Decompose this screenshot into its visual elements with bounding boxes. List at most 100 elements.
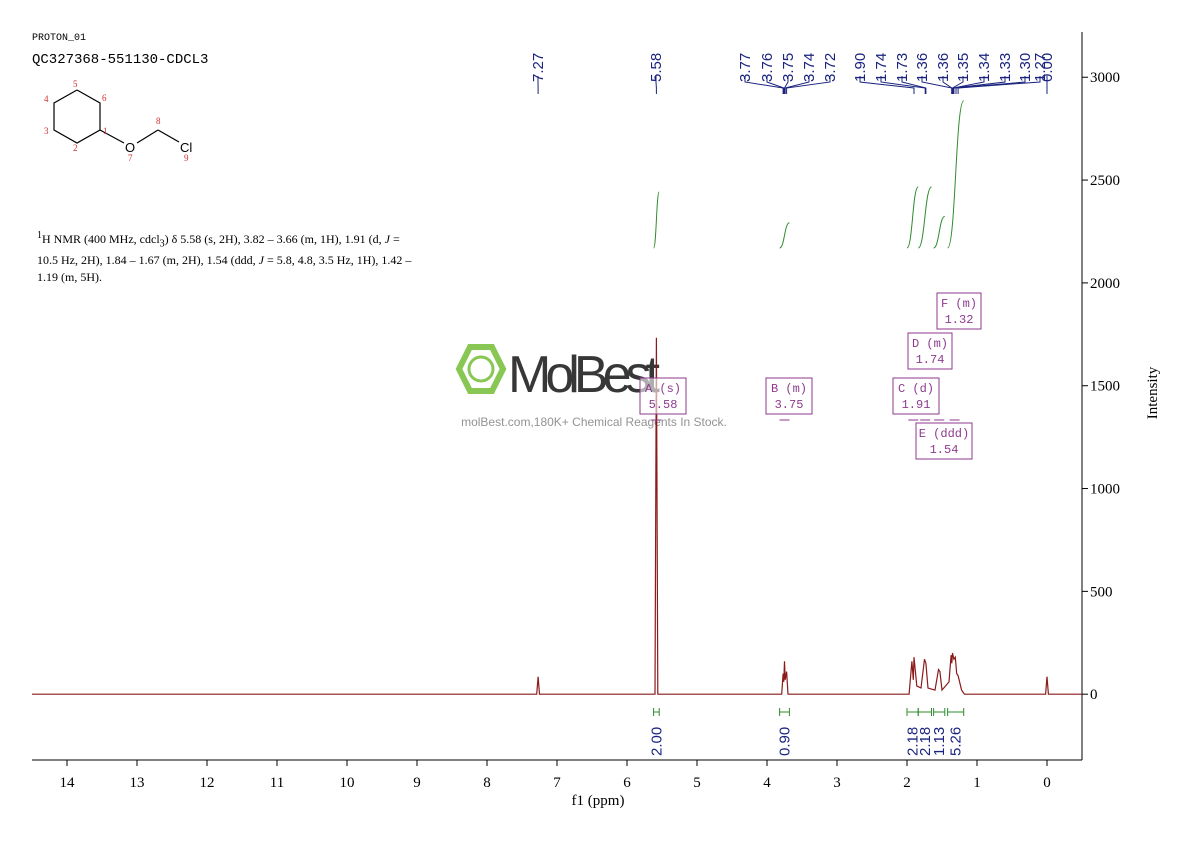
peak-label: 1.73 — [894, 53, 911, 82]
multiplet-label: F (m) — [941, 297, 977, 311]
y-tick-label: 0 — [1090, 687, 1098, 703]
integral-bracket — [779, 708, 790, 716]
peak-label: 1.74 — [873, 53, 890, 82]
peak-connector — [953, 76, 1006, 94]
y-axis-label: Intensity — [1145, 366, 1161, 419]
peak-connector — [766, 76, 785, 94]
peak-connector — [942, 76, 953, 94]
x-tick-label: 7 — [553, 775, 561, 791]
atom-label: O — [125, 140, 135, 155]
text: 1 — [37, 230, 42, 241]
multiplet-shift: 1.32 — [945, 313, 974, 327]
bond — [136, 129, 159, 144]
multiplet-label: B (m) — [771, 382, 807, 396]
peak-label: 3.72 — [822, 53, 839, 82]
y-tick-label: 3000 — [1090, 70, 1120, 86]
x-tick-label: 3 — [833, 775, 841, 791]
x-tick-label: 11 — [270, 775, 284, 791]
multiplet-box — [915, 422, 973, 460]
atom-number: 5 — [73, 79, 78, 89]
peak-connector — [784, 76, 810, 94]
peak-connector — [952, 76, 964, 94]
multiplet-shift: 1.74 — [916, 353, 945, 367]
atom-label: Cl — [180, 140, 192, 155]
text: ) δ 5.58 (s, 2H), 3.82 – 3.66 (m, 1H), 1… — [164, 232, 385, 246]
text: J — [384, 232, 390, 246]
integral-label: 0.90 — [777, 727, 794, 756]
y-tick-label: 2000 — [1090, 276, 1120, 292]
x-tick-label: 5 — [693, 775, 701, 791]
multiplet-box — [639, 377, 687, 415]
peak-connector — [784, 76, 789, 94]
atom-numbers: 1 2 3 4 5 6 7 8 9 — [44, 79, 189, 163]
integral-label: 1.13 — [931, 727, 948, 756]
integral-curve — [653, 191, 660, 249]
text: H NMR (400 MHz, cdcl — [42, 232, 160, 246]
integral-label: 5.26 — [948, 727, 965, 756]
atom-number: 4 — [44, 94, 49, 104]
text: J — [258, 253, 264, 268]
atom-number: 8 — [156, 116, 161, 126]
peak-label: 1.33 — [997, 53, 1014, 82]
peak-label: 3.74 — [801, 53, 818, 82]
atom-number: 9 — [184, 153, 189, 163]
atom-number: 6 — [102, 93, 107, 103]
peak-connector — [744, 76, 784, 94]
logo — [467, 355, 495, 383]
peak-connector — [786, 76, 831, 94]
peak-label: 1.36 — [935, 53, 952, 82]
peak-label: 7.27 — [530, 53, 547, 82]
peak-connector — [952, 76, 985, 94]
x-tick-label: 6 — [623, 775, 631, 791]
multiplet-label: D (m) — [912, 337, 948, 351]
integral-curve — [779, 222, 790, 249]
x-tick-label: 9 — [413, 775, 421, 791]
integral-curve — [917, 186, 932, 249]
integral-bracket — [933, 708, 946, 716]
peak-label: 1.90 — [852, 53, 869, 82]
multiplet-shift: 1.91 — [902, 398, 931, 412]
bond — [99, 129, 125, 144]
text: = 5.8, 4.8, 3.5 Hz, 1H), 1.42 – 1.19 (m,… — [37, 253, 412, 285]
peak-connector — [859, 76, 915, 94]
integral-bracket — [917, 708, 932, 716]
peak-label: 3.77 — [737, 53, 754, 82]
multiplet-shift: 3.75 — [775, 398, 804, 412]
peak-label: 5.58 — [648, 53, 665, 82]
peak-label: 1.30 — [1017, 53, 1034, 82]
x-tick-label: 8 — [483, 775, 491, 791]
peak-label: 1.34 — [976, 53, 993, 82]
peak-label: 3.75 — [780, 53, 797, 82]
brand: MolBest — [508, 346, 661, 404]
atom-number: 2 — [73, 143, 78, 153]
x-tick-label: 0 — [1043, 775, 1051, 791]
multiplet-label: E (ddd) — [919, 427, 969, 441]
logo — [455, 344, 507, 394]
y-tick-label: 500 — [1090, 584, 1113, 600]
experiment: PROTON_01 — [32, 33, 86, 44]
multiplet-shift: 1.54 — [930, 443, 959, 457]
atom-number: 1 — [103, 126, 108, 136]
integral-bracket — [906, 708, 919, 716]
bond — [157, 129, 180, 143]
x-tick-label: 12 — [200, 775, 215, 791]
molecule — [53, 89, 180, 144]
nmr-description: 1H NMR (400 MHz, cdcl3) δ 5.58 (s, 2H), … — [37, 227, 415, 286]
x-tick-label: 10 — [340, 775, 355, 791]
peak-connector — [880, 76, 926, 94]
y-tick-label: 1000 — [1090, 482, 1120, 498]
x-tick-label: 4 — [763, 775, 771, 791]
multiplet-box — [892, 377, 940, 415]
watermark: MolBest molBest.com,180K+ Chemical Reage… — [455, 344, 727, 429]
integral-label: 2.18 — [905, 727, 922, 756]
multiplet-box — [765, 377, 813, 415]
y-tick-label: 2500 — [1090, 173, 1120, 189]
multiplet-shift: 5.58 — [649, 398, 678, 412]
peak-label: 1.35 — [955, 53, 972, 82]
integral-label: 2.18 — [917, 727, 934, 756]
peak-label: 3.76 — [759, 53, 776, 82]
x-tick-label: 2 — [903, 775, 911, 791]
integral-bracket — [947, 708, 965, 716]
atom-number: 3 — [44, 126, 49, 136]
